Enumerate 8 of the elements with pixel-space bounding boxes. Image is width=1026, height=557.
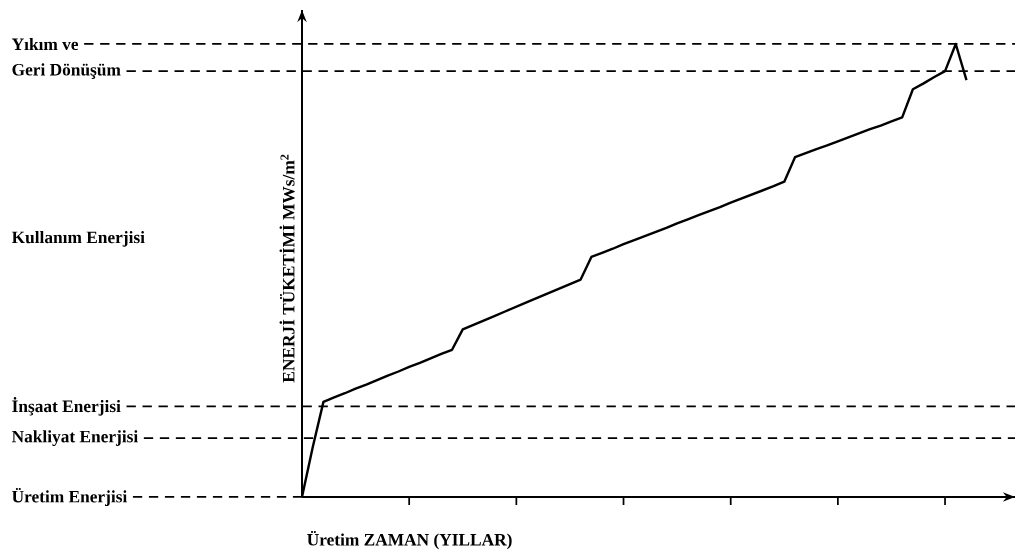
x-axis-title: Üretim ZAMAN (YILLAR) bbox=[307, 531, 512, 550]
ref-line-label: Yıkım ve bbox=[11, 37, 79, 51]
ref-line-label: Geri Dönüşüm bbox=[12, 63, 121, 79]
text: Kullanım Enerjisi bbox=[11, 231, 145, 247]
y-axis-title: ENERJİ TÜKETİMİ MWs/m$^{2}$ bbox=[279, 154, 295, 383]
ref-line-label: Nakliyat Enerjisi bbox=[11, 430, 138, 446]
ref-line-label: İnşaat Enerjisi bbox=[12, 397, 121, 416]
ref-line-label: Üretim Enerjisi bbox=[12, 487, 128, 507]
